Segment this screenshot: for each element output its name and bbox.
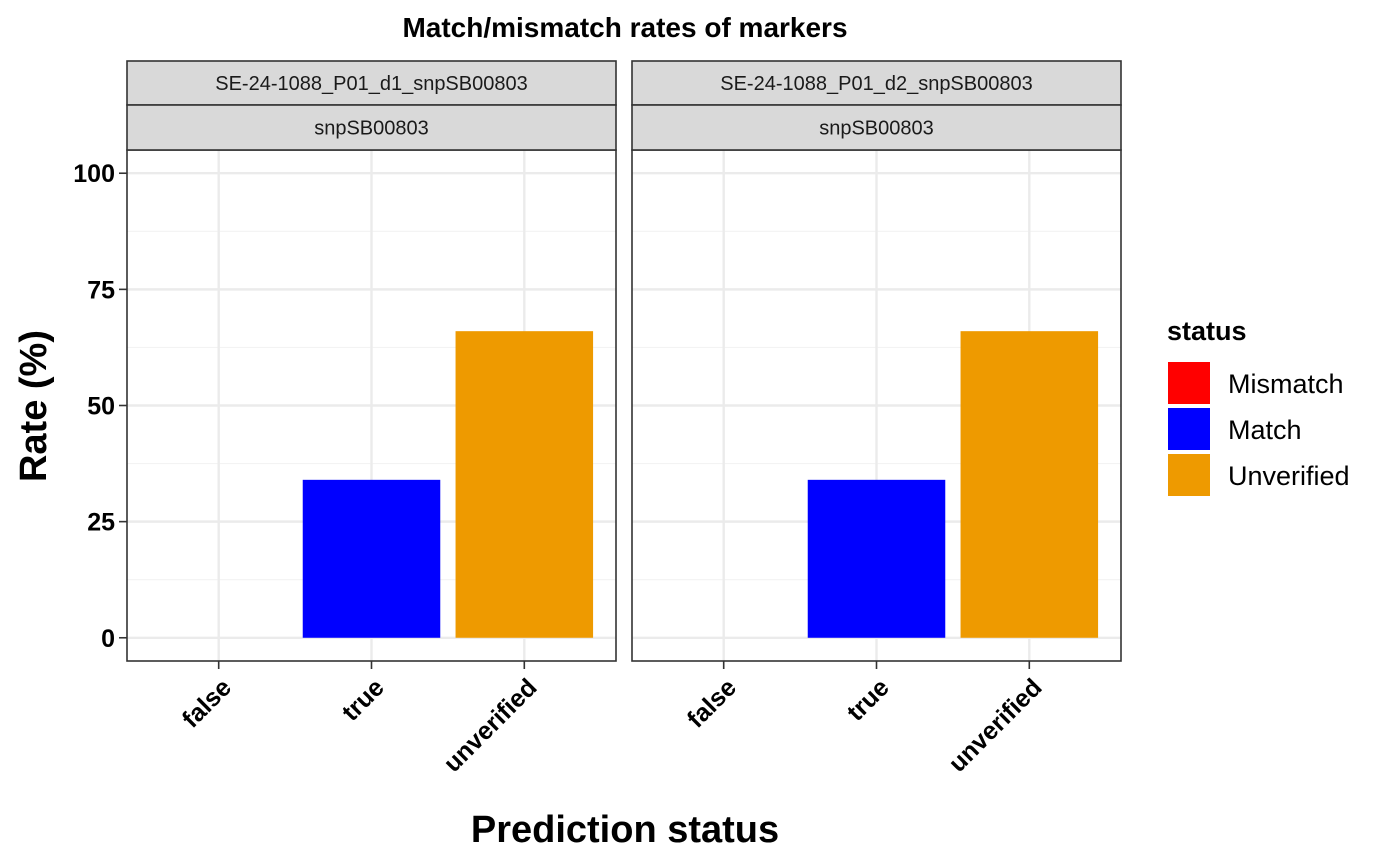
legend: status Mismatch Match Unverified <box>1167 316 1350 496</box>
facet-panel: SE-24-1088_P01_d2_snpSB00803 snpSB00803 fa… <box>631 60 1122 778</box>
facet-panels: SE-24-1088_P01_d1_snpSB00803 snpSB00803 fa… <box>126 60 1122 778</box>
y-axis-title: Rate (%) <box>13 330 55 482</box>
legend-label: Mismatch <box>1228 369 1344 399</box>
legend-items: Mismatch Match Unverified <box>1168 362 1350 496</box>
legend-label: Unverified <box>1228 461 1350 491</box>
strip-bottom <box>126 104 617 151</box>
y-tick-label: 50 <box>87 393 115 421</box>
y-tick-label: 0 <box>101 625 115 653</box>
legend-key-unverified <box>1168 454 1210 496</box>
y-tick-label: 100 <box>73 160 115 188</box>
x-axis-title: Prediction status <box>471 809 779 851</box>
x-tick-label: unverified <box>943 673 1047 777</box>
legend-key-mismatch <box>1168 362 1210 404</box>
strip-bottom <box>631 104 1122 151</box>
y-axis-ticks: 0 25 50 75 100 <box>73 160 127 653</box>
strip-bottom-label: snpSB00803 <box>314 118 429 140</box>
y-tick-label: 75 <box>87 276 115 304</box>
y-tick-label: 25 <box>87 509 115 537</box>
x-tick-label: unverified <box>438 673 542 777</box>
bar-unverified <box>455 331 594 638</box>
strip-top-label: SE-24-1088_P01_d1_snpSB00803 <box>215 73 527 95</box>
x-tick-label: true <box>337 673 390 726</box>
facet-panel: SE-24-1088_P01_d1_snpSB00803 snpSB00803 fa… <box>126 60 617 778</box>
strip-bottom-label: snpSB00803 <box>819 118 934 140</box>
bar-match <box>807 479 946 638</box>
legend-label: Match <box>1228 415 1302 445</box>
strip-top <box>631 60 1122 106</box>
legend-key-match <box>1168 408 1210 450</box>
x-tick-label: true <box>842 673 895 726</box>
bar-unverified <box>960 331 1099 638</box>
x-tick-label: false <box>177 673 237 733</box>
legend-title: status <box>1167 316 1247 346</box>
bar-match <box>302 479 441 638</box>
x-tick-label: false <box>682 673 742 733</box>
strip-top <box>126 60 617 106</box>
chart-title: Match/mismatch rates of markers <box>402 12 847 43</box>
strip-top-label: SE-24-1088_P01_d2_snpSB00803 <box>720 73 1032 95</box>
